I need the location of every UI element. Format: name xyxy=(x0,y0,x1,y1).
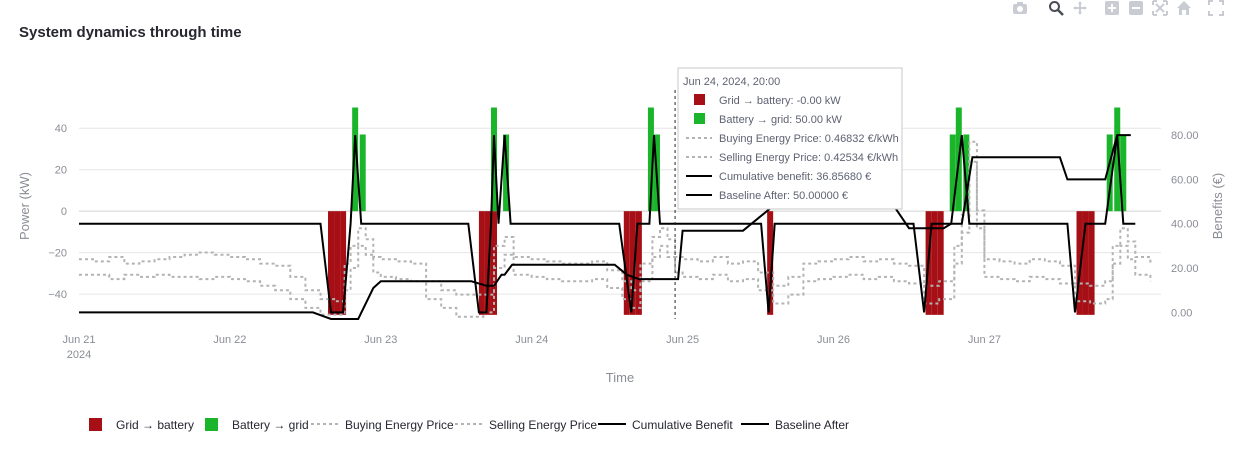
legend-label: Battery → grid xyxy=(232,418,309,432)
y-axis-right-title: Benefits (€) xyxy=(1210,173,1225,239)
bar xyxy=(1106,134,1113,212)
series-line xyxy=(79,160,1152,318)
bar xyxy=(1088,211,1095,315)
y-left-tick-label: 40 xyxy=(55,123,67,135)
bar xyxy=(963,134,970,212)
y-left-tick-label: 0 xyxy=(61,206,67,218)
bar xyxy=(623,211,630,315)
tooltip-swatch xyxy=(694,94,705,105)
tooltip-item: Baseline After: 50.00000 € xyxy=(719,190,848,202)
y-right-tick-label: 60.00 xyxy=(1171,174,1199,186)
series-line xyxy=(79,140,1152,303)
tooltip-box xyxy=(677,67,903,210)
bar xyxy=(1120,134,1127,212)
series-line xyxy=(79,134,1131,320)
tooltip-item: Cumulative benefit: 36.85680 € xyxy=(719,171,871,183)
x-tick-label: Jun 26 xyxy=(817,334,850,346)
y-left-tick-label: −40 xyxy=(48,289,67,301)
bar xyxy=(334,211,341,315)
y-left-tick-label: 20 xyxy=(55,165,67,177)
fullscreen-icon[interactable] xyxy=(1208,0,1224,16)
bar xyxy=(359,134,366,212)
tooltip-item: Grid → battery: -0.00 kW xyxy=(719,95,841,107)
legend-label: Cumulative Benefit xyxy=(632,418,733,432)
legend-swatch xyxy=(205,418,218,431)
legend-item[interactable]: Selling Energy Price xyxy=(455,418,597,432)
pan-icon[interactable] xyxy=(1072,0,1088,16)
tooltip-item: Buying Energy Price: 0.46832 €/kWh xyxy=(719,133,899,145)
y-left-tick-label: −20 xyxy=(48,248,67,260)
x-tick-label: Jun 27 xyxy=(968,334,1001,346)
bar xyxy=(484,211,491,315)
y-right-tick-label: 80.00 xyxy=(1171,130,1199,142)
series-lines xyxy=(79,134,1152,320)
series-line xyxy=(79,134,1136,314)
bar xyxy=(949,134,956,212)
tick-labels: 40 20 0 −20 −40 80.00 60.00 40.00 20.00 0.00 Jun 2… xyxy=(48,123,1198,361)
legend-label: Buying Energy Price xyxy=(345,418,454,432)
zoom-icon[interactable] xyxy=(1048,0,1064,16)
legend-item[interactable]: Battery → grid xyxy=(205,418,309,432)
y-right-tick-label: 0.00 xyxy=(1171,307,1192,319)
legend-item[interactable]: Buying Energy Price xyxy=(311,418,454,432)
autoscale-icon[interactable] xyxy=(1152,0,1168,16)
bar xyxy=(340,211,347,315)
bar xyxy=(937,211,944,315)
bar xyxy=(629,211,636,315)
camera-icon[interactable] xyxy=(1012,0,1028,16)
bar xyxy=(1114,107,1121,212)
x-tick-year-label: 2024 xyxy=(67,349,91,361)
chart-title: System dynamics through time xyxy=(19,24,242,41)
gridlines xyxy=(79,127,1161,295)
legend-label: Baseline After xyxy=(775,418,849,432)
zoom-out-icon[interactable] xyxy=(1128,0,1144,16)
legend-item[interactable]: Baseline After xyxy=(741,418,849,432)
legend-swatch xyxy=(89,418,102,431)
legend-item[interactable]: Cumulative Benefit xyxy=(598,418,733,432)
tooltip-item: Battery → grid: 50.00 kW xyxy=(719,114,842,126)
tooltip-item: Selling Energy Price: 0.42534 €/kWh xyxy=(719,152,898,164)
x-tick-label: Jun 24 xyxy=(515,334,548,346)
bar xyxy=(503,134,510,212)
bar xyxy=(931,211,938,315)
tooltip-swatch xyxy=(694,113,705,124)
hover-tooltip: Jun 24, 2024, 20:00 Grid → battery: -0.00… xyxy=(674,67,903,319)
bar xyxy=(1082,211,1089,315)
bar xyxy=(478,211,485,315)
bar xyxy=(1076,211,1083,315)
bar xyxy=(647,107,654,212)
legend-label: Grid → battery xyxy=(116,418,194,432)
legend[interactable]: Grid → battery Battery → grid Buying Energ… xyxy=(89,418,849,432)
x-tick-label: Jun 25 xyxy=(666,334,699,346)
y-right-tick-label: 40.00 xyxy=(1171,219,1199,231)
legend-label: Selling Energy Price xyxy=(489,418,597,432)
y-axis-left-title: Power (kW) xyxy=(17,172,32,240)
x-tick-label: Jun 21 xyxy=(62,334,95,346)
zoom-in-icon[interactable] xyxy=(1104,0,1120,16)
reset-axes-icon[interactable] xyxy=(1176,0,1192,16)
bar xyxy=(767,211,774,315)
axis-titles: Time Power (kW) Benefits (€) xyxy=(17,172,1225,385)
bar xyxy=(352,107,359,212)
x-tick-label: Jun 22 xyxy=(213,334,246,346)
y-right-tick-label: 20.00 xyxy=(1171,263,1199,275)
x-axis-title: Time xyxy=(606,370,634,385)
tooltip-header: Jun 24, 2024, 20:00 xyxy=(683,76,780,88)
bar xyxy=(328,211,335,315)
x-tick-label: Jun 23 xyxy=(364,334,397,346)
bar xyxy=(635,211,642,315)
bar xyxy=(490,211,497,315)
legend-item[interactable]: Grid → battery xyxy=(89,418,194,432)
